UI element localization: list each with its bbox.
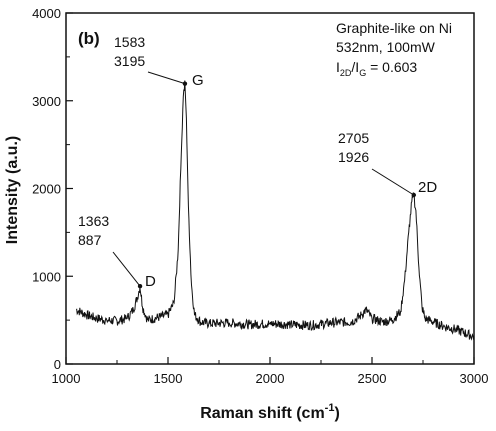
ratio-value: = 0.603 — [366, 59, 417, 75]
y-tick-label: 1000 — [32, 269, 61, 284]
peak-marker — [137, 283, 143, 289]
x-tick-label: 2500 — [358, 371, 387, 386]
peak-name-label: G — [192, 72, 204, 89]
info-line-1: Graphite-like on Ni — [336, 20, 452, 36]
x-tick-label: 1000 — [52, 371, 81, 386]
peak-position-label: 1363 — [78, 213, 109, 229]
peak-intensity-label: 1926 — [338, 149, 369, 165]
panel-label: (b) — [78, 29, 100, 48]
trace-layer — [75, 80, 475, 341]
x-tick-label: 3000 — [460, 371, 489, 386]
ratio-slash: /I — [351, 59, 359, 75]
y-tick-label: 0 — [54, 357, 61, 372]
peak-marker — [411, 192, 417, 198]
y-tick-label: 2000 — [32, 182, 61, 197]
peak-leader-line — [147, 71, 186, 85]
peaks-layer: D 1363 887 G 1583 3195 2D 2705 1926 — [78, 34, 437, 290]
ratio-intensity-symbol: I — [336, 59, 340, 75]
peak-leader-line — [112, 251, 141, 287]
peak-name-label: D — [145, 273, 156, 290]
peak-position-label: 2705 — [338, 130, 369, 146]
peak-intensity-label: 887 — [78, 232, 102, 248]
x-tick-label: 2000 — [256, 371, 285, 386]
x-axis-title-end: ) — [334, 405, 339, 422]
x-axis-title-main: Raman shift (cm — [200, 405, 324, 422]
peak-leader-line — [371, 168, 415, 196]
x-tick-label: 1500 — [154, 371, 183, 386]
x-axis-title-sup: -1 — [325, 402, 335, 414]
ratio-subscript-2d: 2D — [340, 68, 352, 78]
x-axis-title: Raman shift (cm-1) — [200, 402, 340, 422]
info-ratio: I2D/IG = 0.603 — [336, 59, 417, 78]
spectrum-line — [75, 80, 475, 341]
ratio-subscript-g: G — [359, 68, 366, 78]
y-tick-label: 4000 — [32, 6, 61, 21]
peak-marker — [182, 81, 188, 86]
peak-name-label: 2D — [418, 179, 437, 196]
peak-intensity-label: 3195 — [114, 53, 145, 69]
info-line-2: 532nm, 100mW — [336, 39, 436, 55]
y-tick-label: 3000 — [32, 94, 61, 109]
peak-position-label: 1583 — [114, 34, 145, 50]
y-axis-title: Intensity (a.u.) — [4, 136, 21, 244]
